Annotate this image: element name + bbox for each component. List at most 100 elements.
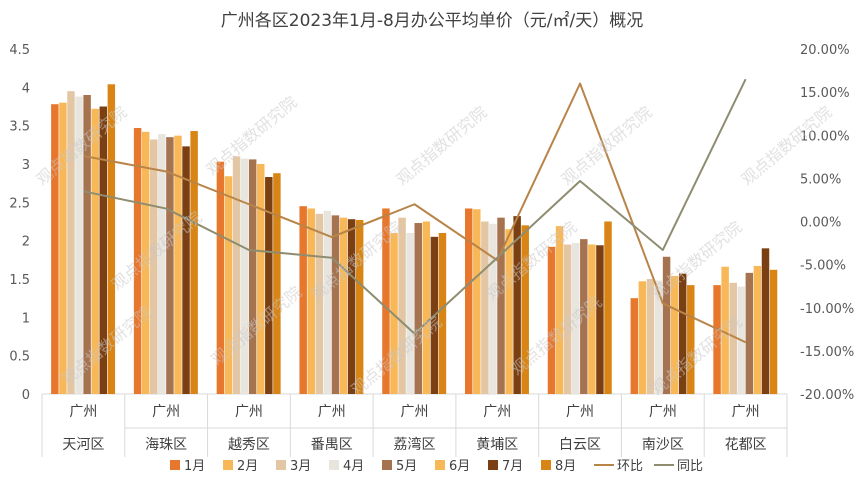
y-tick-label: 2.5 xyxy=(9,196,30,211)
bar xyxy=(51,104,59,394)
x-group-label: 广州 xyxy=(318,404,346,420)
bar xyxy=(59,102,67,395)
bar xyxy=(265,177,273,394)
bar xyxy=(604,221,612,394)
bar xyxy=(713,285,721,394)
bar xyxy=(133,127,142,394)
bar xyxy=(150,139,158,394)
bar xyxy=(174,135,182,394)
y-tick-label: 4 xyxy=(22,81,30,96)
bar xyxy=(190,131,198,394)
x-category-label: 荔湾区 xyxy=(394,436,436,453)
bar xyxy=(481,221,489,394)
x-category-label: 白云区 xyxy=(559,437,601,453)
legend-label: 6月 xyxy=(449,459,470,474)
x-group-label: 广州 xyxy=(401,404,429,420)
bar xyxy=(224,176,233,394)
bar xyxy=(638,281,647,394)
bar xyxy=(473,209,481,394)
bar xyxy=(489,223,497,394)
bar xyxy=(248,159,257,394)
bar xyxy=(315,213,324,394)
y-tick-label: 1.5 xyxy=(9,273,30,288)
bar xyxy=(323,210,332,394)
x-group-label: 广州 xyxy=(566,404,594,420)
x-group-label: 广州 xyxy=(235,404,263,420)
watermark: 观点指数研究院 xyxy=(392,103,490,190)
bar xyxy=(382,208,390,394)
bar xyxy=(588,244,596,394)
legend-swatch xyxy=(276,460,286,470)
bar xyxy=(398,217,406,394)
bar xyxy=(257,164,265,394)
legend-swatch xyxy=(541,460,551,470)
bar xyxy=(513,216,521,394)
legend-label: 1月 xyxy=(184,459,205,474)
y-tick-label: 2 xyxy=(22,235,30,250)
bar xyxy=(670,275,679,394)
x-group-label: 广州 xyxy=(732,404,760,420)
y-tick-label: 3 xyxy=(22,158,30,173)
bar xyxy=(729,282,737,394)
legend: 1月 2月 3月 4月 5月 6月 7月 8月 环比 同比 xyxy=(170,459,703,474)
legend-swatch xyxy=(382,460,392,470)
bar xyxy=(414,223,422,394)
legend-label: 环比 xyxy=(617,459,643,474)
bar xyxy=(646,279,655,394)
legend-label: 7月 xyxy=(502,459,523,474)
bar xyxy=(166,137,174,395)
bar xyxy=(240,158,249,394)
bar xyxy=(331,215,340,394)
bar xyxy=(505,229,513,394)
y-tick-label: 3.5 xyxy=(9,120,30,135)
legend-swatch xyxy=(488,460,498,470)
y2-tick-label: -15.00% xyxy=(800,345,854,360)
bar xyxy=(406,233,414,394)
legend-label: 5月 xyxy=(396,459,417,474)
bar xyxy=(158,134,166,394)
bar xyxy=(769,269,778,394)
bar xyxy=(339,217,348,394)
y-tick-label: 0.5 xyxy=(9,350,30,365)
y2-tick-label: -10.00% xyxy=(800,302,854,317)
legend-label: 3月 xyxy=(290,459,311,474)
x-category-label: 黄埔区 xyxy=(476,436,518,453)
legend-label: 4月 xyxy=(343,459,364,474)
bar xyxy=(662,256,671,394)
y-tick-label: 0 xyxy=(22,388,30,403)
legend-swatch xyxy=(329,460,339,470)
bar xyxy=(753,265,762,394)
bar xyxy=(721,266,729,394)
legend-label: 同比 xyxy=(677,459,703,474)
y2-tick-label: 15.00% xyxy=(800,86,850,101)
bar xyxy=(347,219,356,394)
bar xyxy=(563,244,572,394)
bar xyxy=(91,108,99,395)
bar xyxy=(547,246,556,394)
y2-tick-label: 20.00% xyxy=(800,43,850,58)
bar xyxy=(107,84,116,395)
x-group-label: 广州 xyxy=(69,404,97,420)
y2-tick-label: 5.00% xyxy=(800,172,841,187)
bar xyxy=(438,233,447,394)
x-category-label: 南沙区 xyxy=(642,437,684,453)
y2-tick-label: -20.00% xyxy=(800,388,854,403)
bar xyxy=(83,95,91,394)
x-category-label: 番禺区 xyxy=(311,437,353,453)
bar xyxy=(654,280,663,394)
bar xyxy=(630,298,639,394)
x-group-label: 广州 xyxy=(649,404,677,420)
bar xyxy=(571,242,580,394)
legend-swatch xyxy=(223,460,233,470)
bar xyxy=(390,233,398,394)
legend-swatch xyxy=(170,460,180,470)
bar xyxy=(99,106,107,394)
bar xyxy=(555,226,564,394)
bar xyxy=(580,239,588,394)
y2-tick-label: -5.00% xyxy=(800,259,846,274)
series-line xyxy=(83,82,747,344)
bar xyxy=(464,208,473,394)
y2-tick-label: 0.00% xyxy=(800,216,841,231)
